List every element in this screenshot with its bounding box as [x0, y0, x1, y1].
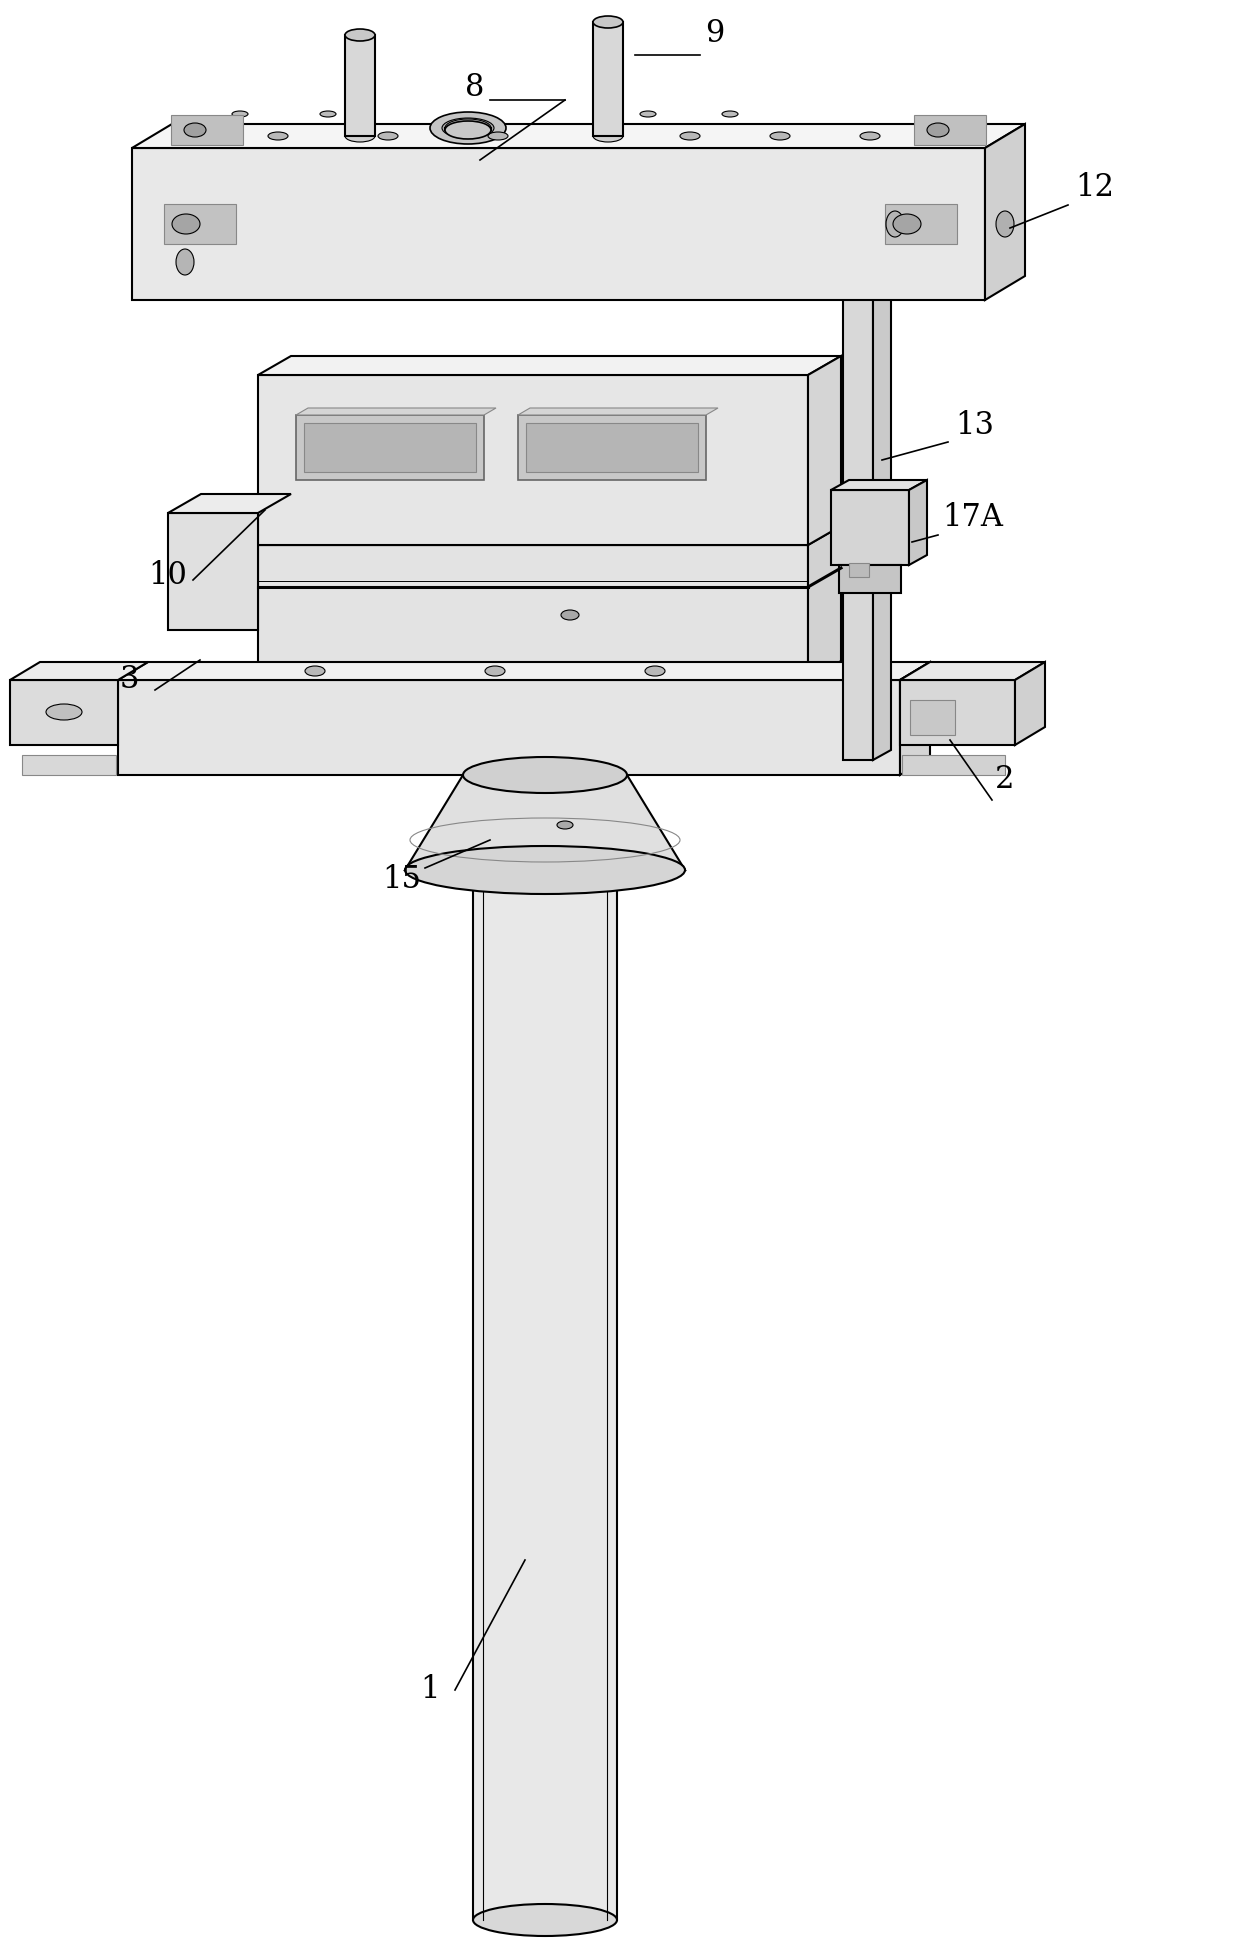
Bar: [914, 115, 986, 144]
Polygon shape: [849, 563, 869, 576]
Ellipse shape: [441, 119, 494, 138]
Ellipse shape: [232, 111, 248, 117]
Text: 10: 10: [148, 559, 187, 590]
Ellipse shape: [268, 132, 288, 140]
Polygon shape: [472, 870, 618, 1920]
Polygon shape: [10, 662, 148, 680]
Ellipse shape: [928, 123, 949, 136]
Ellipse shape: [887, 210, 904, 238]
Polygon shape: [831, 491, 909, 565]
Polygon shape: [167, 512, 258, 631]
Polygon shape: [839, 565, 901, 594]
Polygon shape: [900, 662, 1045, 680]
Text: 17A: 17A: [942, 502, 1003, 533]
Ellipse shape: [861, 132, 880, 140]
Bar: [171, 115, 243, 144]
Polygon shape: [1016, 662, 1045, 746]
Ellipse shape: [940, 132, 960, 140]
Ellipse shape: [320, 111, 336, 117]
Text: 3: 3: [120, 664, 139, 695]
Polygon shape: [405, 775, 684, 870]
Ellipse shape: [378, 132, 398, 140]
Polygon shape: [831, 481, 928, 491]
Text: 15: 15: [382, 864, 422, 896]
Ellipse shape: [680, 132, 701, 140]
Ellipse shape: [176, 249, 193, 275]
Ellipse shape: [472, 855, 618, 886]
Polygon shape: [131, 148, 985, 300]
Polygon shape: [843, 204, 873, 759]
Polygon shape: [345, 35, 374, 136]
Text: 1: 1: [420, 1674, 440, 1706]
Polygon shape: [258, 526, 841, 545]
Polygon shape: [445, 129, 491, 130]
Polygon shape: [518, 409, 718, 415]
Polygon shape: [900, 662, 930, 775]
Text: 8: 8: [465, 72, 485, 103]
Polygon shape: [131, 125, 1025, 148]
Bar: [304, 422, 476, 471]
Text: 9: 9: [706, 18, 724, 49]
Polygon shape: [901, 755, 1004, 775]
Polygon shape: [808, 356, 841, 545]
Ellipse shape: [645, 666, 665, 676]
Ellipse shape: [593, 130, 622, 142]
Polygon shape: [873, 195, 892, 759]
Bar: [526, 422, 698, 471]
Ellipse shape: [172, 214, 200, 234]
Polygon shape: [296, 409, 496, 415]
Ellipse shape: [722, 111, 738, 117]
Polygon shape: [118, 680, 900, 775]
Ellipse shape: [640, 111, 656, 117]
Ellipse shape: [489, 132, 508, 140]
Ellipse shape: [463, 757, 627, 792]
Polygon shape: [22, 755, 117, 775]
Ellipse shape: [600, 132, 620, 140]
Polygon shape: [10, 680, 118, 746]
Text: 2: 2: [994, 765, 1014, 796]
Bar: [885, 204, 957, 243]
Ellipse shape: [557, 822, 573, 829]
Ellipse shape: [46, 705, 82, 720]
Ellipse shape: [593, 16, 622, 27]
Polygon shape: [593, 21, 622, 136]
Ellipse shape: [430, 113, 506, 144]
Ellipse shape: [305, 666, 325, 676]
Ellipse shape: [893, 214, 921, 234]
Polygon shape: [118, 662, 930, 680]
Bar: [296, 415, 484, 481]
Bar: [518, 415, 706, 481]
Polygon shape: [258, 545, 808, 680]
Polygon shape: [167, 495, 291, 512]
Polygon shape: [900, 680, 1016, 746]
Ellipse shape: [188, 132, 208, 140]
Ellipse shape: [445, 121, 491, 138]
Ellipse shape: [405, 847, 684, 894]
Ellipse shape: [996, 210, 1014, 238]
Ellipse shape: [445, 119, 491, 136]
Ellipse shape: [184, 123, 206, 136]
Text: 13: 13: [955, 409, 994, 440]
Polygon shape: [985, 125, 1025, 300]
Ellipse shape: [472, 1904, 618, 1935]
Polygon shape: [843, 195, 892, 204]
Ellipse shape: [560, 609, 579, 619]
Ellipse shape: [345, 130, 374, 142]
Polygon shape: [258, 356, 841, 376]
Polygon shape: [910, 701, 955, 736]
Text: 12: 12: [1075, 173, 1114, 204]
Ellipse shape: [345, 29, 374, 41]
Polygon shape: [909, 481, 928, 565]
Ellipse shape: [485, 666, 505, 676]
Polygon shape: [808, 526, 841, 680]
Bar: [164, 204, 236, 243]
Ellipse shape: [770, 132, 790, 140]
Polygon shape: [258, 376, 808, 545]
